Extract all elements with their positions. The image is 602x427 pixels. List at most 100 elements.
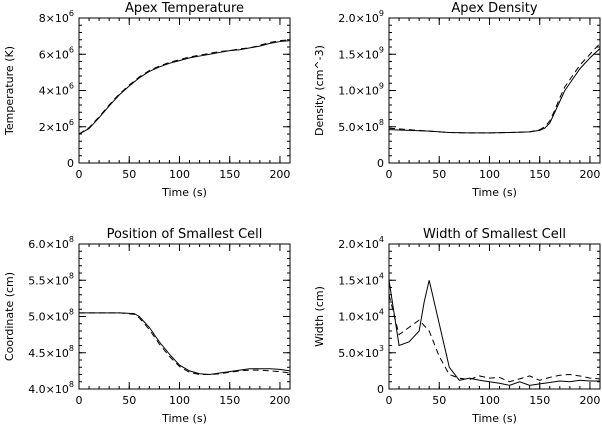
y-tick-label: 0 <box>377 383 384 396</box>
y-tick-label-base: 0 <box>377 383 384 396</box>
y-tick-label: 2.0×109 <box>338 9 384 25</box>
y-tick-label-base: 5.0×10 <box>338 347 379 360</box>
x-tick-label: 100 <box>479 168 500 181</box>
y-tick-label: 2.0×104 <box>338 235 384 251</box>
chart-title: Apex Temperature <box>125 1 244 16</box>
y-tick-label: 6×106 <box>39 45 74 61</box>
y-tick-label-base: 0 <box>67 157 74 170</box>
chart-title: Position of Smallest Cell <box>107 227 263 242</box>
y-tick-label-exponent: 8 <box>69 308 74 317</box>
y-tick-label: 1.5×104 <box>338 271 384 287</box>
series-dashed-line <box>79 312 291 375</box>
y-tick-label-exponent: 8 <box>69 344 74 353</box>
x-axis-label: Time (s) <box>161 412 207 425</box>
panel-width-smallest-cell: Width of Smallest Cell Time (s) Width (cm)… <box>313 227 601 425</box>
y-axis-label: Density (cm^-3) <box>313 45 326 136</box>
x-tick-label: 100 <box>169 394 190 407</box>
x-tick-label: 150 <box>529 168 550 181</box>
plot-frame <box>388 17 601 164</box>
x-axis-label: Time (s) <box>161 186 207 199</box>
x-tick-label: 50 <box>122 168 136 181</box>
x-tick-label: 100 <box>479 394 500 407</box>
series-solid-line <box>79 312 291 376</box>
y-tick-label-exponent: 4 <box>379 271 384 280</box>
y-tick-label-base: 2×10 <box>39 121 69 134</box>
y-tick-label: 5.0×108 <box>338 118 384 134</box>
x-tick-label: 50 <box>432 394 446 407</box>
y-tick-label: 1.5×109 <box>338 45 384 61</box>
y-tick-label-base: 1.5×10 <box>338 48 379 61</box>
y-tick-label: 4.5×108 <box>28 344 74 360</box>
chart-title: Width of Smallest Cell <box>423 227 566 242</box>
y-tick-label-exponent: 6 <box>69 118 74 127</box>
panel-apex-density: Apex Density Time (s) Density (cm^-3) 0 50 10… <box>313 1 601 199</box>
y-tick-label-base: 1.0×10 <box>338 85 379 98</box>
y-tick-label-base: 4×10 <box>39 85 69 98</box>
plot-frame <box>78 243 291 390</box>
x-tick-label: 200 <box>579 394 600 407</box>
series-dashed-line <box>388 43 601 134</box>
x-tick-label: 0 <box>386 168 393 181</box>
y-tick-label-base: 8×10 <box>39 12 69 25</box>
series-solid-line <box>78 40 291 135</box>
x-tick-label: 200 <box>579 168 600 181</box>
y-tick-label-base: 2.0×10 <box>338 12 379 25</box>
y-tick-label-base: 5.0×10 <box>338 121 379 134</box>
y-tick-label-base: 5.5×10 <box>28 274 69 287</box>
plot-frame <box>78 17 291 164</box>
y-tick-label: 5.0×103 <box>338 344 384 360</box>
x-tick-label: 150 <box>219 168 240 181</box>
x-tick-label: 0 <box>386 394 393 407</box>
series-dashed-line <box>78 39 291 135</box>
x-tick-label: 100 <box>169 168 190 181</box>
series-solid-line <box>388 48 601 134</box>
y-tick-label-base: 2.0×10 <box>338 238 379 251</box>
chart-title: Apex Density <box>451 1 537 16</box>
y-tick-label: 8×106 <box>39 9 74 25</box>
y-tick-label-exponent: 9 <box>379 45 384 54</box>
y-axis-label: Coordinate (cm) <box>3 272 16 361</box>
y-tick-label: 2×106 <box>39 118 74 134</box>
y-tick-label-exponent: 8 <box>379 118 384 127</box>
x-tick-label: 150 <box>529 394 550 407</box>
y-tick-label-exponent: 6 <box>69 82 74 91</box>
series-solid-line <box>388 280 600 386</box>
y-tick-label-exponent: 9 <box>379 9 384 18</box>
y-tick-label-base: 4.5×10 <box>28 347 69 360</box>
panel-apex-temperature: Apex Temperature Time (s) Temperature (K) 0… <box>3 1 291 199</box>
panel-position-smallest-cell: Position of Smallest Cell Time (s) Coordin… <box>3 227 291 425</box>
y-tick-label-base: 1.0×10 <box>338 311 379 324</box>
y-tick-label: 1.0×104 <box>338 308 384 324</box>
y-tick-label-base: 6.0×10 <box>28 238 69 251</box>
y-tick-label: 6.0×108 <box>28 235 74 251</box>
y-tick-label-base: 6×10 <box>39 48 69 61</box>
x-tick-label: 0 <box>76 168 83 181</box>
y-axis-label: Temperature (K) <box>3 46 16 136</box>
y-tick-label-exponent: 8 <box>69 235 74 244</box>
y-tick-label-exponent: 3 <box>379 344 384 353</box>
plot-frame <box>388 243 601 390</box>
y-tick-label-exponent: 6 <box>69 9 74 18</box>
x-axis-label: Time (s) <box>471 186 517 199</box>
y-tick-label-exponent: 8 <box>69 271 74 280</box>
x-tick-label: 200 <box>269 168 290 181</box>
y-tick-label-base: 4.0×10 <box>28 383 69 396</box>
y-tick-label-base: 1.5×10 <box>338 274 379 287</box>
y-tick-label: 5.0×108 <box>28 308 74 324</box>
y-tick-label: 5.5×108 <box>28 271 74 287</box>
y-tick-label: 4.0×108 <box>28 380 74 396</box>
x-tick-label: 50 <box>122 394 136 407</box>
y-tick-label: 4×106 <box>39 82 74 98</box>
y-tick-label: 0 <box>377 157 384 170</box>
y-tick-label-exponent: 8 <box>69 380 74 389</box>
y-axis-label: Width (cm) <box>313 286 326 347</box>
x-tick-label: 50 <box>432 168 446 181</box>
y-tick-label: 1.0×109 <box>338 82 384 98</box>
x-tick-label: 150 <box>219 394 240 407</box>
y-tick-label-exponent: 6 <box>69 45 74 54</box>
y-tick-label: 0 <box>67 157 74 170</box>
series-dashed-line <box>388 294 601 383</box>
y-tick-label-exponent: 9 <box>379 82 384 91</box>
y-tick-label-base: 0 <box>377 157 384 170</box>
